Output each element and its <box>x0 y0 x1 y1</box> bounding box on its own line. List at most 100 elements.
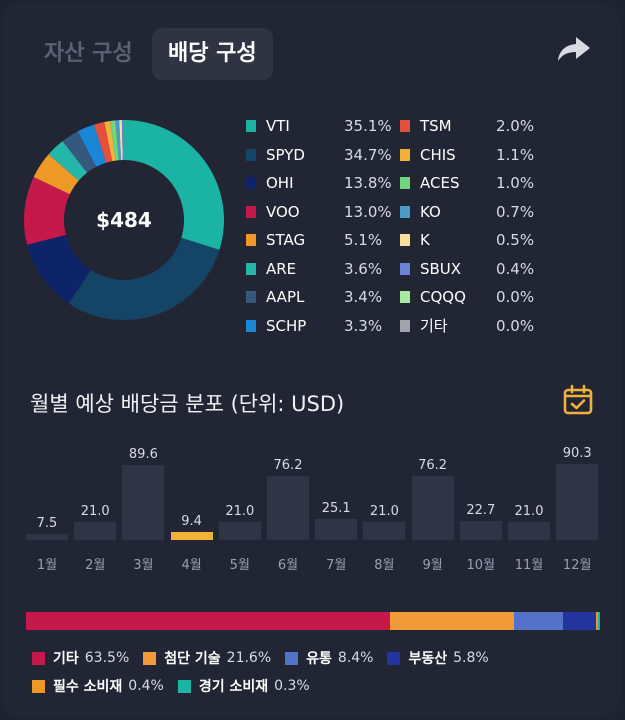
bar-9월[interactable] <box>411 476 454 540</box>
sector-legend-item: 경기 소비재 0.3% <box>177 676 310 696</box>
month-label: 9월 <box>422 558 443 573</box>
sector-segment-1 <box>390 612 515 630</box>
month-label: 11월 <box>514 558 544 573</box>
legend-name: 기타 <box>420 317 448 336</box>
bar-column: 76.2 <box>267 430 309 540</box>
bar-value-label: 90.3 <box>562 446 592 462</box>
sector-legend-item: 첨단 기술 21.6% <box>143 648 271 668</box>
sector-swatch <box>32 651 45 665</box>
bar-2월[interactable] <box>74 522 117 540</box>
tab-asset-composition[interactable]: 자산 구성 <box>44 41 133 66</box>
donut-slice-ARE <box>48 141 88 181</box>
bar-3월[interactable] <box>122 464 165 540</box>
legend-name: CHIS <box>420 145 456 164</box>
donut-slice-KO <box>115 120 122 161</box>
legend-name: SPYD <box>266 145 305 164</box>
sector-swatch <box>177 679 191 693</box>
bar-value-label: 22.7 <box>466 502 496 518</box>
sector-segment-0 <box>26 612 391 630</box>
bar-column: 76.2 <box>411 430 454 540</box>
bar-12월[interactable] <box>556 464 599 540</box>
donut-legend-right: TSM 2.0% CHIS 1.1% ACES 1.0% KO 0.7% K 0.5% SBUX 0.… <box>400 112 550 340</box>
legend-name: ACES <box>420 174 460 193</box>
month-label: 3월 <box>133 558 154 573</box>
legend-percent: 3.3% <box>344 316 383 335</box>
sector-name: 부동산 <box>408 651 448 667</box>
donut-slice-VOO <box>23 177 70 245</box>
legend-swatch <box>400 319 410 332</box>
month-label: 12월 <box>562 558 592 573</box>
tab-dividend-composition[interactable]: 배당 구성 <box>152 28 273 80</box>
sector-swatch <box>32 679 45 693</box>
monthly-bar-chart: 7.5 21.0 89.6 9.4 21.0 76.2 25.1 21.0 76.2 22.7 21… <box>26 430 600 540</box>
legend-item: SBUX 0.4% <box>400 255 550 284</box>
bar-column: 7.5 <box>26 430 68 540</box>
sector-legend-item: 유통 8.4% <box>285 648 373 668</box>
legend-percent: 0.0% <box>496 288 535 307</box>
bar-column: 21.0 <box>363 430 406 540</box>
legend-item: SPYD 34.7% <box>246 141 396 170</box>
legend-percent: 0.5% <box>496 231 535 250</box>
donut-slice-SBUX <box>121 120 124 161</box>
donut-slice-K <box>119 120 123 161</box>
legend-item: VTI 35.1% <box>246 112 396 141</box>
bar-column: 21.0 <box>218 430 261 540</box>
legend-percent: 3.4% <box>344 288 383 307</box>
donut-slice-AAPL <box>62 131 97 173</box>
donut-slice-OHI <box>27 234 91 304</box>
sector-name: 필수 소비재 <box>53 679 123 695</box>
bar-5월[interactable] <box>218 522 261 540</box>
bar-column: 25.1 <box>315 430 358 540</box>
month-label: 2월 <box>85 558 106 573</box>
legend-percent: 13.0% <box>344 202 392 221</box>
legend-swatch <box>246 205 256 218</box>
legend-name: VOO <box>266 202 300 221</box>
bar-value-label: 21.0 <box>225 504 255 520</box>
legend-item: CQQQ 0.0% <box>400 283 550 312</box>
sector-swatch <box>285 651 299 665</box>
bar-value-label: 9.4 <box>181 514 202 530</box>
bar-11월[interactable] <box>508 522 550 540</box>
month-label: 1월 <box>36 558 58 573</box>
bar-10월[interactable] <box>459 520 502 540</box>
sector-percent: 0.4% <box>128 678 164 694</box>
share-icon[interactable] <box>556 34 592 64</box>
sector-legend-item: 기타 63.5% <box>32 648 129 668</box>
dividend-donut-chart <box>23 120 224 320</box>
legend-percent: 2.0% <box>496 117 535 136</box>
legend-name: SBUX <box>420 259 462 278</box>
bar-8월[interactable] <box>363 522 406 540</box>
legend-item: TSM 2.0% <box>400 112 550 141</box>
legend-item: 기타 0.0% <box>400 312 550 341</box>
calendar-check-icon[interactable] <box>562 384 594 416</box>
bar-value-label: 7.5 <box>36 515 58 531</box>
donut-slice-CHIS <box>104 120 116 162</box>
legend-item: VOO 13.0% <box>246 198 396 227</box>
legend-name: VTI <box>266 117 290 136</box>
legend-percent: 0.7% <box>496 202 535 221</box>
donut-slice-TSM <box>94 121 113 163</box>
bar-7월[interactable] <box>315 518 358 540</box>
legend-swatch <box>400 120 410 133</box>
donut-slice-SPYD <box>68 237 220 320</box>
legend-percent: 0.0% <box>496 316 535 335</box>
bar-value-label: 21.0 <box>80 504 110 520</box>
legend-swatch <box>400 262 410 275</box>
sector-segment-4 <box>595 612 599 630</box>
sector-legend-line: 필수 소비재 0.4% 경기 소비재 0.3% <box>32 672 602 700</box>
sector-percent: 8.4% <box>337 650 374 666</box>
legend-swatch <box>246 148 256 161</box>
bar-6월[interactable] <box>267 476 309 540</box>
legend-swatch <box>400 177 410 190</box>
bar-column: 22.7 <box>459 430 502 540</box>
legend-item: SCHP 3.3% <box>246 312 396 341</box>
bar-value-label: 25.1 <box>321 500 351 516</box>
bar-column: 21.0 <box>508 430 550 540</box>
bar-1월[interactable] <box>26 533 68 540</box>
legend-percent: 0.4% <box>496 259 535 278</box>
sector-segment-2 <box>514 612 563 630</box>
legend-name: SCHP <box>266 316 307 335</box>
bar-4월[interactable] <box>170 532 213 540</box>
legend-percent: 1.0% <box>496 174 535 193</box>
